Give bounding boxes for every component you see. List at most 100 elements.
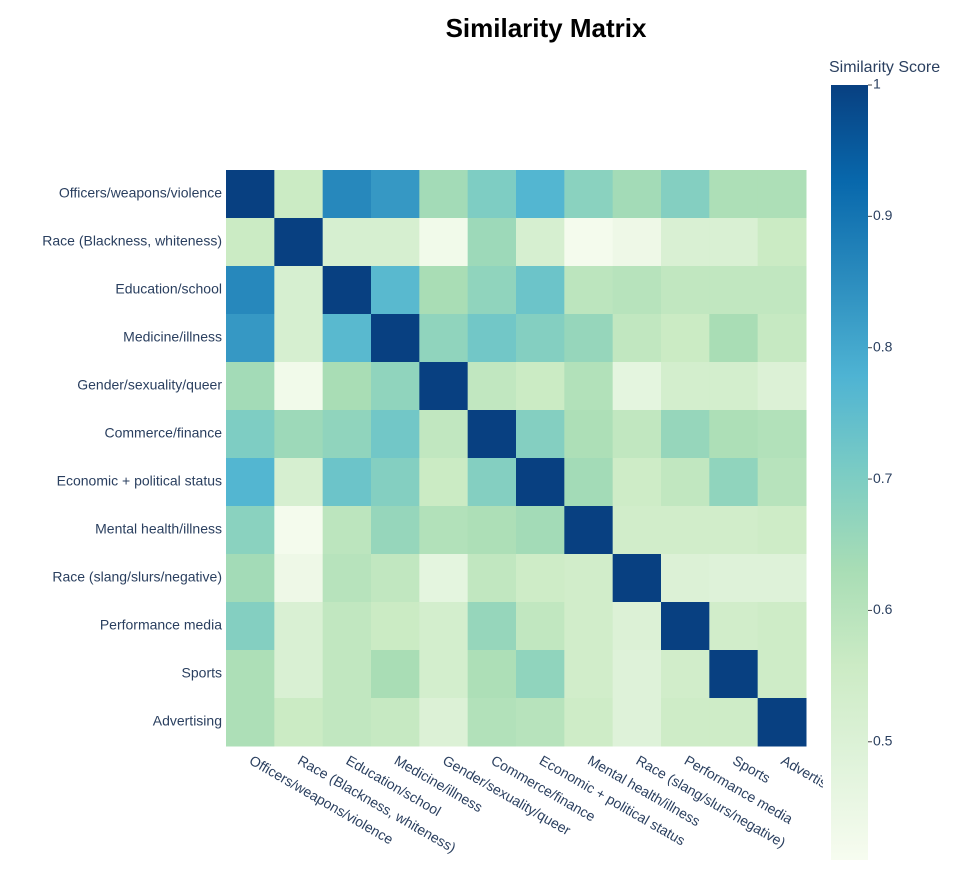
heatmap-cell <box>564 458 614 507</box>
heatmap-cell <box>467 554 517 603</box>
heatmap-cell <box>419 602 469 651</box>
heatmap-cell <box>274 506 324 555</box>
heatmap-cell <box>709 170 759 219</box>
heatmap-cell <box>516 698 565 747</box>
heatmap-cell <box>661 698 710 747</box>
heatmap-cell <box>612 554 662 603</box>
colorbar-tick-label: 0.8 <box>873 338 893 354</box>
heatmap-cell <box>612 218 662 267</box>
heatmap-cell <box>564 410 614 459</box>
heatmap-cell <box>564 362 614 411</box>
heatmap-cell <box>467 218 517 267</box>
heatmap-cell <box>564 314 614 363</box>
y-tick-label: Commerce/finance <box>105 425 223 441</box>
colorbar <box>831 85 868 860</box>
heatmap-cell <box>612 458 662 507</box>
colorbar-title: Similarity Score <box>829 59 940 76</box>
heatmap-cell <box>612 506 662 555</box>
heatmap-cell <box>226 314 275 363</box>
heatmap-cell <box>226 458 275 507</box>
heatmap-cell <box>419 650 469 699</box>
heatmap-cell <box>467 650 517 699</box>
colorbar-tick-label: 1 <box>873 76 881 92</box>
heatmap-cell <box>757 362 807 411</box>
heatmap-cell <box>612 170 662 219</box>
heatmap-cell <box>516 266 565 315</box>
heatmap-cell <box>274 458 324 507</box>
heatmap-cell <box>226 266 275 315</box>
heatmap-cell <box>322 266 372 315</box>
heatmap-cell <box>516 218 565 267</box>
heatmap-cell <box>371 458 420 507</box>
y-tick-label: Mental health/illness <box>95 521 222 537</box>
heatmap-cell <box>516 650 565 699</box>
heatmap-cell <box>757 458 807 507</box>
heatmap-cell <box>226 218 275 267</box>
heatmap-cell <box>322 410 372 459</box>
heatmap-cell <box>226 170 275 219</box>
heatmap-cell <box>322 698 372 747</box>
heatmap-cell <box>467 410 517 459</box>
heatmap-cell <box>371 602 420 651</box>
heatmap-cell <box>709 362 759 411</box>
heatmap-cell <box>419 698 469 747</box>
heatmap-cell <box>467 170 517 219</box>
heatmap-cell <box>226 554 275 603</box>
heatmap-cell <box>661 506 710 555</box>
heatmap-cell <box>419 458 469 507</box>
heatmap-cell <box>467 362 517 411</box>
heatmap-cell <box>661 602 710 651</box>
heatmap-cell <box>709 266 759 315</box>
heatmap-cell <box>612 698 662 747</box>
heatmap-cell <box>709 314 759 363</box>
heatmap-cell <box>757 554 807 603</box>
colorbar-tick-label: 0.9 <box>873 207 893 223</box>
heatmap-cell <box>661 362 710 411</box>
heatmap-cell <box>757 698 807 747</box>
heatmap-cell <box>516 362 565 411</box>
heatmap-cell <box>274 314 324 363</box>
y-tick-label: Education/school <box>115 281 222 297</box>
heatmap-cell <box>564 554 614 603</box>
heatmap-cell <box>419 314 469 363</box>
heatmap-cell <box>564 650 614 699</box>
heatmap-cell <box>467 458 517 507</box>
heatmap-cell <box>467 314 517 363</box>
heatmap-cell <box>419 362 469 411</box>
heatmap-cell <box>757 602 807 651</box>
heatmap-cell <box>274 602 324 651</box>
heatmap-cell <box>661 218 710 267</box>
heatmap-cell <box>564 698 614 747</box>
heatmap-cell <box>274 266 324 315</box>
heatmap-cell <box>322 650 372 699</box>
y-tick-label: Race (Blackness, whiteness) <box>42 233 222 249</box>
heatmap-cell <box>709 458 759 507</box>
heatmap-cell <box>757 266 807 315</box>
heatmap-cell <box>274 170 324 219</box>
heatmap-cell <box>709 602 759 651</box>
y-tick-label: Medicine/illness <box>123 329 222 345</box>
heatmap-cell <box>274 410 324 459</box>
heatmap-cell <box>516 458 565 507</box>
heatmap-cell <box>757 218 807 267</box>
heatmap-cell <box>661 554 710 603</box>
heatmap-cell <box>612 410 662 459</box>
heatmap-cell <box>419 506 469 555</box>
heatmap-cell <box>661 650 710 699</box>
heatmap-cell <box>757 650 807 699</box>
heatmap-cell <box>612 602 662 651</box>
heatmap-cell <box>516 554 565 603</box>
heatmap-cell <box>661 266 710 315</box>
heatmap-cell <box>371 170 420 219</box>
y-tick-label: Economic + political status <box>57 473 222 489</box>
y-tick-label: Sports <box>182 665 222 681</box>
heatmap-cell <box>516 506 565 555</box>
heatmap-cell <box>226 650 275 699</box>
y-tick-label: Performance media <box>100 617 222 633</box>
heatmap-cell <box>371 650 420 699</box>
chart-title: Similarity Matrix <box>446 13 647 43</box>
heatmap-cell <box>564 506 614 555</box>
heatmap-cell <box>757 314 807 363</box>
heatmap-cell <box>322 362 372 411</box>
heatmap-cell <box>419 266 469 315</box>
